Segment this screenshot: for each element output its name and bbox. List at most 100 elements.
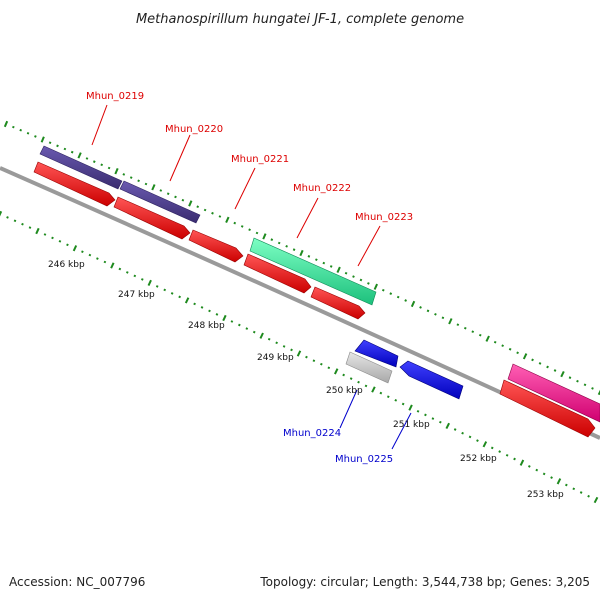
- scale-tick: [122, 173, 126, 176]
- scale-tick: [410, 300, 416, 308]
- scale-tick: [259, 332, 264, 339]
- scale-tick: [426, 309, 430, 313]
- scale-tick: [344, 271, 348, 275]
- cds-arrow-mhun-0222[interactable]: [243, 253, 312, 294]
- scale-tick: [28, 226, 32, 229]
- scale-tick: [327, 366, 331, 370]
- scale-tick: [482, 441, 488, 448]
- accession-text: Accession: NC_007796: [9, 575, 146, 589]
- scale-tick: [203, 208, 207, 212]
- scale-tick: [546, 365, 549, 369]
- scale-tick: [110, 262, 115, 269]
- scale-tick: [396, 295, 400, 299]
- cds-arrow-mhun-0225[interactable]: [399, 360, 464, 400]
- gene-label-mhun-0219[interactable]: Mhun_0219: [86, 91, 144, 102]
- scale-tick: [373, 283, 379, 290]
- gene-label-mhun-0224[interactable]: Mhun_0224: [283, 428, 341, 439]
- scale-tick: [188, 200, 193, 207]
- tick-label: 253 kbp: [527, 490, 564, 500]
- scale-tick: [587, 494, 590, 498]
- scale-tick: [240, 225, 244, 228]
- cds-arrow-mhun-0221[interactable]: [188, 229, 244, 263]
- scale-tick: [12, 125, 15, 129]
- gene-feature-mhun-0222[interactable]: [249, 237, 377, 306]
- gene-feature-next[interactable]: [507, 363, 600, 423]
- scale-tick: [218, 215, 222, 218]
- scale-tick: [208, 309, 211, 313]
- gene-label-mhun-0225[interactable]: Mhun_0225: [335, 454, 393, 465]
- scale-tick: [252, 330, 256, 334]
- label-callouts: [91, 104, 412, 450]
- scale-tick: [424, 413, 427, 417]
- scale-tick: [364, 384, 368, 388]
- cds-arrow-mhun-0219[interactable]: [33, 161, 116, 207]
- scale-tick: [519, 459, 525, 466]
- scale-tick: [478, 333, 482, 337]
- gene-feature-mhun-0219[interactable]: [39, 145, 123, 190]
- scale-tick: [498, 450, 501, 453]
- scale-tick: [196, 205, 200, 209]
- scale-tick: [211, 211, 214, 215]
- scale-tick: [66, 243, 69, 247]
- scale-tick: [381, 288, 385, 292]
- scale-tick: [445, 422, 450, 430]
- scale-tick: [63, 147, 67, 151]
- tick-label: 252 kbp: [460, 454, 497, 464]
- scale-tick: [285, 244, 288, 248]
- scale-tick: [522, 353, 528, 360]
- gene-label-mhun-0223[interactable]: Mhun_0223: [355, 212, 413, 223]
- scale-tick: [262, 233, 267, 240]
- scale-tick: [19, 128, 23, 132]
- scale-tick: [357, 380, 360, 384]
- cds-arrow-next[interactable]: [499, 379, 596, 438]
- scale-tick: [476, 439, 479, 442]
- gene-features: [33, 145, 600, 438]
- scale-tick: [401, 402, 405, 406]
- gene-label-mhun-0222[interactable]: Mhun_0222: [293, 183, 351, 194]
- scale-tick: [597, 389, 600, 396]
- scale-tick: [96, 257, 99, 260]
- scale-tick: [77, 152, 82, 159]
- scale-tick: [72, 245, 78, 252]
- scale-tick: [144, 182, 148, 186]
- scale-tick: [267, 337, 271, 341]
- scale-tick: [553, 369, 557, 372]
- scale-tick: [572, 487, 576, 491]
- lower-tick-row: [0, 210, 599, 504]
- scale-tick: [118, 267, 122, 271]
- scale-tick: [70, 150, 74, 154]
- scale-tick: [461, 431, 464, 435]
- scale-tick: [434, 312, 437, 316]
- scale-tick: [155, 285, 159, 288]
- scale-tick: [40, 136, 45, 143]
- scale-tick: [35, 227, 40, 235]
- cds-arrow-mhun-0224[interactable]: [354, 339, 399, 368]
- scale-tick: [163, 288, 167, 292]
- scale-tick: [0, 210, 3, 217]
- scale-tick: [166, 192, 170, 196]
- gene-feature-mhun-0220[interactable]: [119, 180, 201, 224]
- scale-tick: [542, 472, 546, 476]
- scale-tick: [200, 306, 204, 309]
- cds-arrow-mhun-0223[interactable]: [310, 286, 366, 320]
- scale-tick: [48, 141, 52, 145]
- gene-label-mhun-0221[interactable]: Mhun_0221: [231, 154, 289, 165]
- scale-tick: [408, 404, 413, 411]
- scale-tick: [277, 241, 281, 245]
- scale-tick: [367, 282, 370, 285]
- scale-tick: [282, 345, 286, 348]
- scale-tick: [419, 306, 422, 309]
- cds-arrow-mhun-0220[interactable]: [113, 196, 191, 240]
- gene-feature-mhun-0224[interactable]: [345, 351, 393, 384]
- scale-tick: [576, 379, 579, 383]
- scale-tick: [431, 417, 435, 420]
- tick-label: 251 kbp: [393, 420, 430, 430]
- scale-tick: [107, 166, 111, 170]
- scale-tick: [359, 278, 363, 282]
- scale-tick: [255, 231, 259, 235]
- gene-label-mhun-0220[interactable]: Mhun_0220: [165, 124, 223, 135]
- scale-tick: [352, 275, 355, 278]
- scale-tick: [448, 318, 453, 325]
